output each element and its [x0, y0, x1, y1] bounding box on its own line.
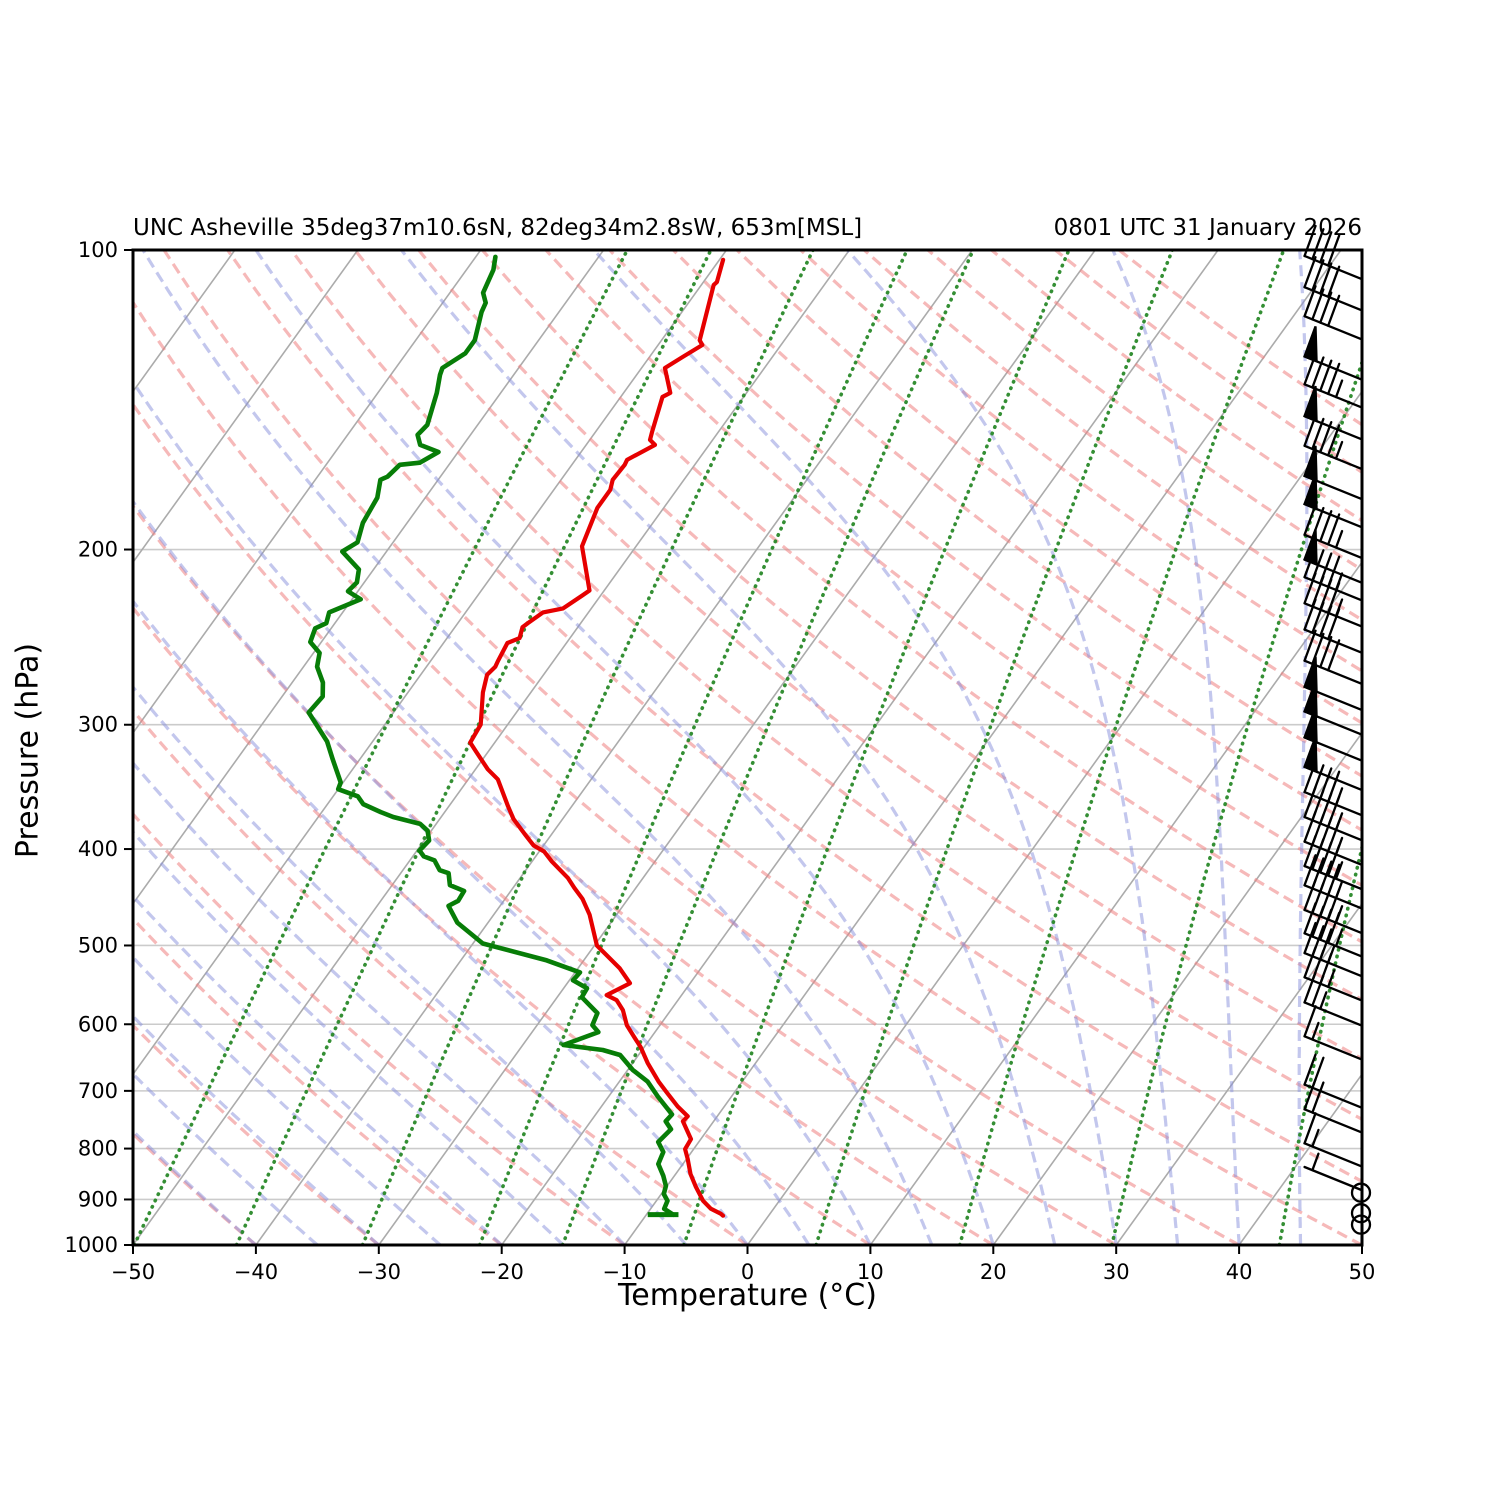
dry-adiabat-lines [133, 250, 1362, 1245]
svg-text:−10: −10 [602, 1260, 646, 1284]
svg-text:40: 40 [1226, 1260, 1253, 1284]
svg-text:500: 500 [78, 933, 118, 957]
isobar-gridlines [133, 250, 1362, 1245]
svg-text:400: 400 [78, 837, 118, 861]
svg-text:200: 200 [78, 538, 118, 562]
svg-text:800: 800 [78, 1137, 118, 1161]
svg-text:−30: −30 [357, 1260, 401, 1284]
moist-adiabat-lines [133, 250, 1362, 1245]
plot-title: UNC Asheville 35deg37m10.6sN, 82deg34m2.… [133, 215, 863, 241]
plot-area [133, 250, 1362, 1245]
isotherm-lines [133, 250, 1362, 1245]
svg-text:−20: −20 [480, 1260, 524, 1284]
svg-text:10: 10 [857, 1260, 884, 1284]
x-axis-ticks: −50 −40 −30 −20 −10 0 10 20 30 40 50 [111, 1245, 1376, 1284]
svg-text:100: 100 [78, 238, 118, 262]
svg-text:700: 700 [78, 1079, 118, 1103]
svg-text:20: 20 [980, 1260, 1007, 1284]
x-axis-label: Temperature (°C) [618, 1278, 877, 1313]
svg-text:−40: −40 [234, 1260, 278, 1284]
svg-text:0: 0 [741, 1260, 754, 1284]
svg-text:−50: −50 [111, 1260, 155, 1284]
dewpoint-curve [306, 254, 676, 1218]
svg-text:300: 300 [78, 713, 118, 737]
svg-text:900: 900 [78, 1187, 118, 1211]
plot-frame [131, 248, 1364, 1247]
svg-text:1000: 1000 [65, 1233, 118, 1257]
svg-text:600: 600 [78, 1012, 118, 1036]
wind-barbs [1303, 224, 1372, 1235]
temperature-curve [468, 257, 726, 1218]
svg-text:30: 30 [1103, 1260, 1130, 1284]
svg-text:50: 50 [1349, 1260, 1376, 1284]
y-axis-ticks: 100 200 300 400 500 600 700 800 900 1000 [65, 238, 133, 1257]
